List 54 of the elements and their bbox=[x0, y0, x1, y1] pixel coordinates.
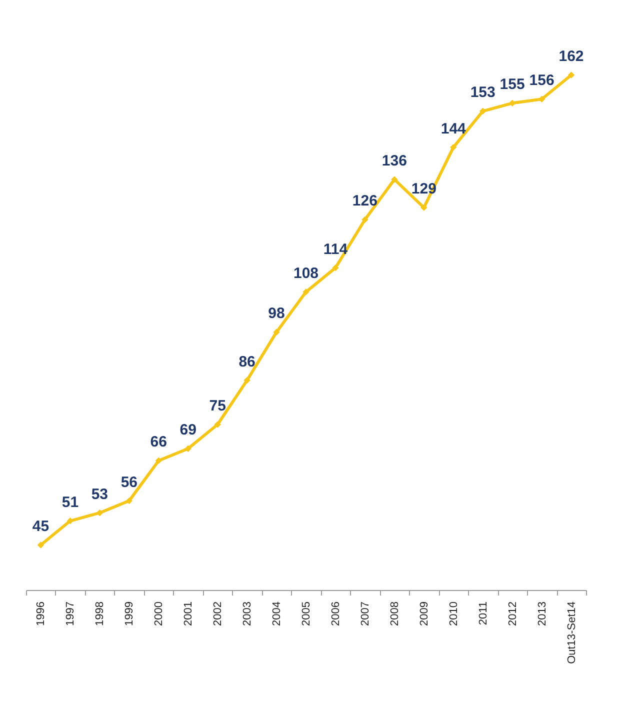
x-tick-label: 2007 bbox=[359, 602, 372, 626]
point bbox=[479, 108, 486, 115]
point bbox=[332, 264, 339, 272]
x-tick-label: 2010 bbox=[448, 602, 460, 626]
point bbox=[37, 542, 44, 548]
x-tick-label: 2002 bbox=[212, 602, 224, 626]
point bbox=[450, 144, 457, 151]
data-label: 144 bbox=[440, 120, 467, 138]
data-label: 51 bbox=[62, 494, 79, 511]
data-label: 86 bbox=[238, 353, 256, 370]
x-tick-label: 2001 bbox=[182, 602, 195, 626]
point bbox=[96, 510, 104, 516]
x-tick-label: 2012 bbox=[506, 602, 519, 626]
point bbox=[568, 72, 575, 78]
x-tick-label: 2004 bbox=[271, 602, 284, 626]
point bbox=[126, 497, 133, 504]
point bbox=[184, 445, 192, 452]
x-tick-label: 1999 bbox=[124, 602, 136, 626]
point bbox=[214, 421, 221, 428]
data-label: 153 bbox=[470, 84, 496, 102]
x-tick-label: 2011 bbox=[477, 602, 490, 626]
point bbox=[362, 216, 368, 223]
point bbox=[302, 288, 310, 296]
data-label: 56 bbox=[120, 474, 138, 491]
x-tick-label: Out13-Set14 bbox=[566, 602, 578, 664]
data-label: 53 bbox=[91, 486, 108, 503]
data-label: 66 bbox=[150, 434, 167, 451]
data-label: 162 bbox=[558, 48, 584, 65]
point bbox=[244, 376, 250, 384]
x-tick-label: 2000 bbox=[153, 602, 166, 626]
point bbox=[508, 100, 516, 106]
point bbox=[420, 204, 428, 211]
x-tick-label: 2008 bbox=[388, 602, 401, 626]
data-label: 136 bbox=[382, 152, 407, 170]
point bbox=[273, 328, 280, 336]
x-tick-label: 1998 bbox=[94, 602, 106, 626]
data-label: 45 bbox=[32, 518, 50, 535]
x-tick-label: 2009 bbox=[418, 602, 430, 626]
data-label: 155 bbox=[500, 76, 525, 94]
x-tick-label: 2003 bbox=[242, 602, 254, 626]
x-tick-label: 2005 bbox=[300, 602, 312, 626]
x-tick-label: 2013 bbox=[536, 602, 548, 626]
data-label: 75 bbox=[209, 397, 226, 414]
data-label: 69 bbox=[180, 422, 196, 439]
x-tick-label: 1996 bbox=[35, 602, 48, 626]
x-tick-label: 1997 bbox=[64, 602, 77, 626]
data-label: 126 bbox=[352, 192, 378, 210]
x-tick-label: 2006 bbox=[330, 602, 342, 626]
data-label: 108 bbox=[293, 264, 319, 282]
data-label: 156 bbox=[529, 72, 554, 90]
point bbox=[155, 457, 162, 464]
point bbox=[391, 176, 398, 183]
point bbox=[66, 518, 74, 524]
data-label: 98 bbox=[268, 305, 285, 322]
